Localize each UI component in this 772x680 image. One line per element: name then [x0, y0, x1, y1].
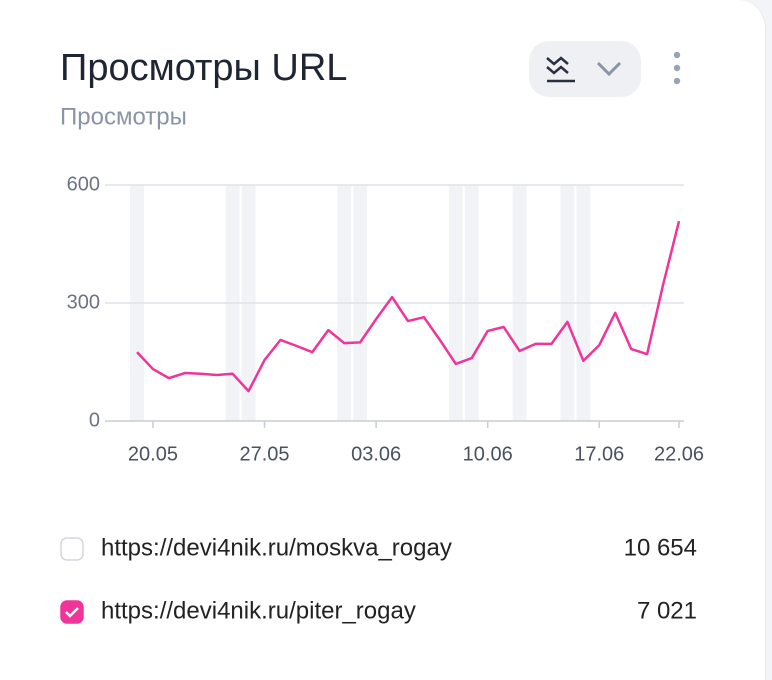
series-line: [136, 220, 681, 393]
checkbox[interactable]: [60, 600, 84, 624]
x-tick-label: 27.05: [239, 443, 289, 465]
subtitle: Просмотры: [60, 103, 187, 130]
chart-type-button[interactable]: [529, 41, 641, 97]
legend-item[interactable]: https://devi4nik.ru/moskva_rogay 10 654: [60, 534, 697, 561]
y-tick-label: 0: [89, 409, 100, 431]
chart-icon: [546, 56, 575, 83]
button-bg: [529, 41, 641, 97]
menu-button[interactable]: [673, 51, 681, 85]
x-tick-label: 22.06: [654, 443, 704, 465]
y-tick-label: 300: [67, 291, 100, 313]
checkmark: [65, 607, 79, 618]
legend-item[interactable]: https://devi4nik.ru/piter_rogay 7 021: [60, 597, 697, 624]
x-tick-label: 17.06: [574, 443, 624, 465]
y-tick-label: 600: [67, 173, 100, 195]
x-tick-label: 03.06: [351, 443, 401, 465]
legend-label: https://devi4nik.ru/moskva_rogay: [101, 534, 452, 561]
x-tick-label: 20.05: [128, 443, 178, 465]
legend-total: 7 021: [637, 597, 697, 624]
chevron-icon: [596, 61, 622, 77]
legend-total: 10 654: [624, 534, 697, 561]
title: Просмотры URL: [60, 47, 347, 89]
checkbox[interactable]: [60, 537, 84, 561]
widget: Просмотры URL Просмотры 0 300 600 20.05 27.0…: [60, 41, 704, 624]
x-tick-label: 10.06: [463, 443, 513, 465]
legend-label: https://devi4nik.ru/piter_rogay: [101, 597, 416, 624]
